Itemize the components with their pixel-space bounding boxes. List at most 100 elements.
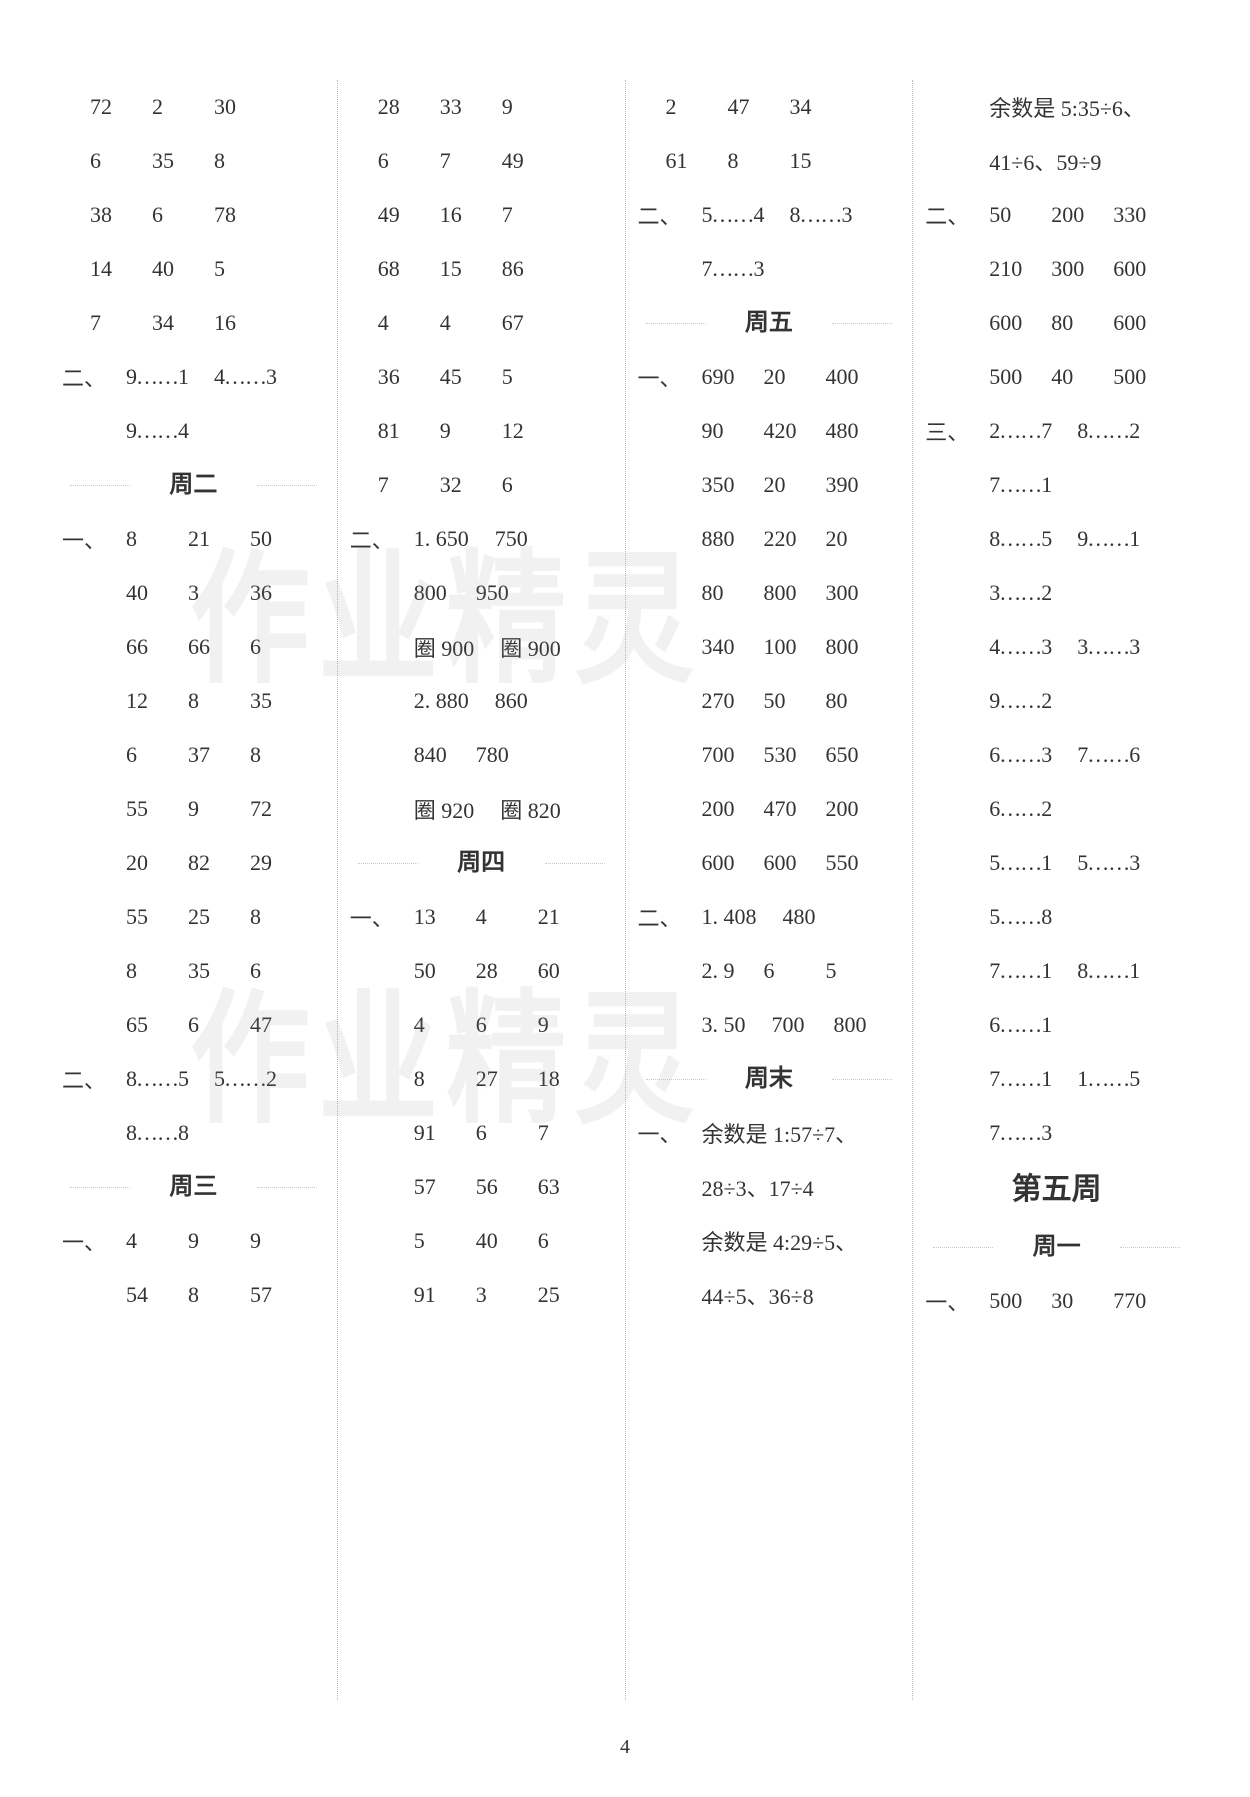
answer-value: 2……7 bbox=[989, 418, 1051, 444]
day-header-tue: 周二 bbox=[62, 458, 325, 512]
answer-value: 8 bbox=[126, 958, 162, 984]
answer-value: 20 bbox=[764, 472, 800, 498]
answer-row: 一、余数是 1:57÷7、 bbox=[638, 1106, 901, 1160]
answer-value: 25 bbox=[188, 904, 224, 930]
answer-value: 6 bbox=[126, 742, 162, 768]
answer-value: 余数是 4:29÷5、 bbox=[702, 1225, 858, 1257]
answer-value: 500 bbox=[1113, 364, 1149, 390]
answer-row: 200470200 bbox=[638, 782, 901, 836]
answer-row: 2. 965 bbox=[638, 944, 901, 998]
answer-value: 37 bbox=[188, 742, 224, 768]
answer-row: 一、69020400 bbox=[638, 350, 901, 404]
answer-value: 90 bbox=[702, 418, 738, 444]
answer-row: 5406 bbox=[350, 1214, 613, 1268]
answer-value: 7……3 bbox=[702, 256, 764, 282]
answer-row: 7……3 bbox=[638, 242, 901, 296]
answer-value: 16 bbox=[440, 202, 476, 228]
answer-value: 390 bbox=[826, 472, 862, 498]
answer-value: 61 bbox=[666, 148, 702, 174]
answer-value: 圈 820 bbox=[500, 793, 561, 825]
section-label: 三、 bbox=[925, 415, 969, 447]
answer-value: 72 bbox=[90, 94, 126, 120]
answer-value: 91 bbox=[414, 1282, 450, 1308]
answer-value: 6 bbox=[764, 958, 800, 984]
page-number: 4 bbox=[0, 1736, 1250, 1759]
answer-value: 6 bbox=[250, 958, 286, 984]
answer-row: 一、499 bbox=[62, 1214, 325, 1268]
answer-value: 60 bbox=[538, 958, 574, 984]
section-label: 一、 bbox=[638, 1117, 682, 1149]
column-3: 2473461815 二、5……48……37……3 周五 一、690204009… bbox=[626, 80, 914, 1700]
answer-value: 7……1 bbox=[989, 472, 1051, 498]
answer-row: 2. 880860 bbox=[350, 674, 613, 728]
answer-value: 480 bbox=[783, 904, 819, 930]
answer-value: 350 bbox=[702, 472, 738, 498]
answer-value: 5……1 bbox=[989, 850, 1051, 876]
answer-value: 38 bbox=[90, 202, 126, 228]
answer-value: 86 bbox=[502, 256, 538, 282]
answer-value: 21 bbox=[188, 526, 224, 552]
answer-row: 350 20 390 bbox=[638, 458, 901, 512]
answer-value: 28 bbox=[476, 958, 512, 984]
answer-value: 6 bbox=[152, 202, 188, 228]
answer-value: 13 bbox=[414, 904, 450, 930]
answer-value: 6 bbox=[188, 1012, 224, 1038]
answer-value: 2. 9 bbox=[702, 958, 738, 984]
answer-value: 33 bbox=[440, 94, 476, 120]
answer-value: 300 bbox=[1051, 256, 1087, 282]
answer-row: 80800300 bbox=[638, 566, 901, 620]
answer-value: 650 bbox=[826, 742, 862, 768]
answer-row: 72230 bbox=[62, 80, 325, 134]
section-label: 二、 bbox=[925, 199, 969, 231]
answer-value: 480 bbox=[826, 418, 862, 444]
answer-value: 54 bbox=[126, 1282, 162, 1308]
answer-value: 25 bbox=[538, 1282, 574, 1308]
answer-value: 4……3 bbox=[989, 634, 1051, 660]
column-1: 722306358386781440573416 二、9……14……39……4 … bbox=[50, 80, 338, 1700]
answer-value: 2. 880 bbox=[414, 688, 469, 714]
answer-row: 7……18……1 bbox=[925, 944, 1188, 998]
answer-row: 7……11……5 bbox=[925, 1052, 1188, 1106]
answer-value: 9……1 bbox=[126, 364, 188, 390]
answer-row: 4……33……3 bbox=[925, 620, 1188, 674]
answer-row: 55258 bbox=[62, 890, 325, 944]
answer-value: 5……2 bbox=[214, 1066, 276, 1092]
answer-value: 550 bbox=[826, 850, 862, 876]
answer-row: 8……8 bbox=[62, 1106, 325, 1160]
answer-value: 7 bbox=[502, 202, 538, 228]
section-label: 一、 bbox=[925, 1285, 969, 1317]
answer-value: 82 bbox=[188, 850, 224, 876]
answer-row: 7……1 bbox=[925, 458, 1188, 512]
answer-value: 340 bbox=[702, 634, 738, 660]
answer-row: 840780 bbox=[350, 728, 613, 782]
answer-value: 9 bbox=[188, 1228, 224, 1254]
answer-value: 49 bbox=[378, 202, 414, 228]
answer-value: 66 bbox=[126, 634, 162, 660]
answer-value: 750 bbox=[495, 526, 531, 552]
answer-value: 5……4 bbox=[702, 202, 764, 228]
answer-value: 20 bbox=[764, 364, 800, 390]
answer-value: 3 bbox=[188, 580, 224, 606]
answer-value: 9……4 bbox=[126, 418, 188, 444]
answer-value: 220 bbox=[764, 526, 800, 552]
section-label: 二、 bbox=[62, 361, 106, 393]
answer-value: 600 bbox=[989, 310, 1025, 336]
answer-value: 47 bbox=[728, 94, 764, 120]
answer-value: 690 bbox=[702, 364, 738, 390]
answer-row: 12835 bbox=[62, 674, 325, 728]
answer-row: 二、8……55……2 bbox=[62, 1052, 325, 1106]
answer-value: 36 bbox=[378, 364, 414, 390]
answer-value: 45 bbox=[440, 364, 476, 390]
answer-row: 81912 bbox=[350, 404, 613, 458]
answer-value: 67 bbox=[502, 310, 538, 336]
answer-value: 余数是 5:35÷6、 bbox=[989, 91, 1145, 123]
answer-value: 28÷3、17÷4 bbox=[702, 1171, 814, 1203]
answer-value: 16 bbox=[214, 310, 250, 336]
answer-row: 73416 bbox=[62, 296, 325, 350]
answer-row: 7……3 bbox=[925, 1106, 1188, 1160]
day-header-wed: 周三 bbox=[62, 1160, 325, 1214]
answer-value: 200 bbox=[1051, 202, 1087, 228]
answer-value: 8……2 bbox=[1077, 418, 1139, 444]
answer-value: 3……2 bbox=[989, 580, 1051, 606]
answer-value: 770 bbox=[1113, 1288, 1149, 1314]
